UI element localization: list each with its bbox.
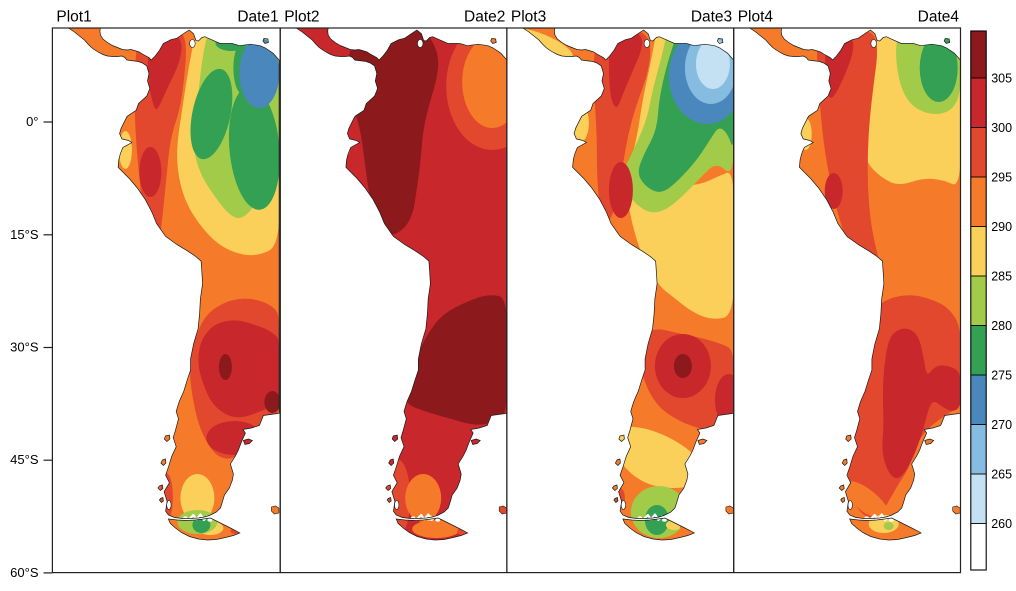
svg-text:15°S: 15°S (10, 227, 39, 242)
svg-text:60°S: 60°S (10, 565, 39, 580)
svg-text:295: 295 (991, 171, 1012, 185)
svg-text:Plot1: Plot1 (56, 9, 91, 26)
svg-text:285: 285 (991, 270, 1012, 284)
svg-text:265: 265 (991, 468, 1012, 482)
svg-text:Date2: Date2 (464, 9, 505, 26)
svg-text:Plot2: Plot2 (284, 9, 319, 26)
svg-text:270: 270 (991, 418, 1012, 432)
svg-text:275: 275 (991, 369, 1012, 383)
svg-text:300: 300 (991, 121, 1012, 135)
svg-text:45°S: 45°S (10, 452, 39, 467)
svg-text:305: 305 (991, 72, 1012, 86)
svg-text:Plot4: Plot4 (738, 9, 774, 26)
svg-text:0°: 0° (26, 114, 38, 129)
svg-text:Date4: Date4 (918, 9, 960, 26)
svg-text:Date1: Date1 (237, 9, 278, 26)
svg-text:Plot3: Plot3 (511, 9, 546, 26)
svg-text:280: 280 (991, 319, 1012, 333)
svg-text:Date3: Date3 (691, 9, 732, 26)
svg-text:30°S: 30°S (10, 340, 39, 355)
svg-text:290: 290 (991, 220, 1012, 234)
svg-text:260: 260 (991, 517, 1012, 531)
